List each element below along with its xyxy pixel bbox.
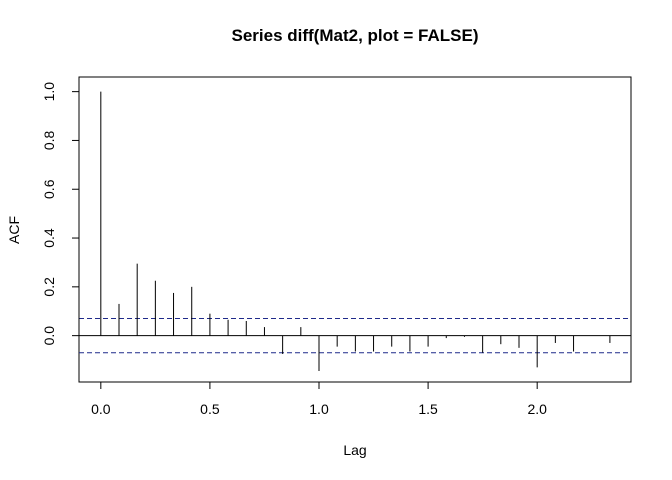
y-tick-label: 0.8: [41, 130, 57, 150]
plot-marks: [79, 91, 631, 372]
x-tick-label: 1.0: [309, 401, 329, 417]
x-tick-label: 0.5: [200, 401, 220, 417]
y-axis-label: ACF: [6, 216, 22, 244]
x-tick-label: 2.0: [527, 401, 547, 417]
y-tick-label: 0.0: [41, 326, 57, 346]
x-tick-label: 1.5: [418, 401, 438, 417]
x-tick-label: 0.0: [91, 401, 111, 417]
x-axis: 0.0 0.5 1.0 1.5 2.0: [91, 381, 547, 417]
chart-title: Series diff(Mat2, plot = FALSE): [231, 26, 478, 45]
y-tick-label: 0.6: [41, 179, 57, 199]
x-axis-label: Lag: [343, 442, 366, 458]
y-axis: 0.0 0.2 0.4 0.6 0.8 1.0: [41, 82, 80, 346]
y-tick-label: 0.2: [41, 277, 57, 297]
y-tick-label: 1.0: [41, 82, 57, 102]
y-tick-label: 0.4: [41, 228, 57, 248]
